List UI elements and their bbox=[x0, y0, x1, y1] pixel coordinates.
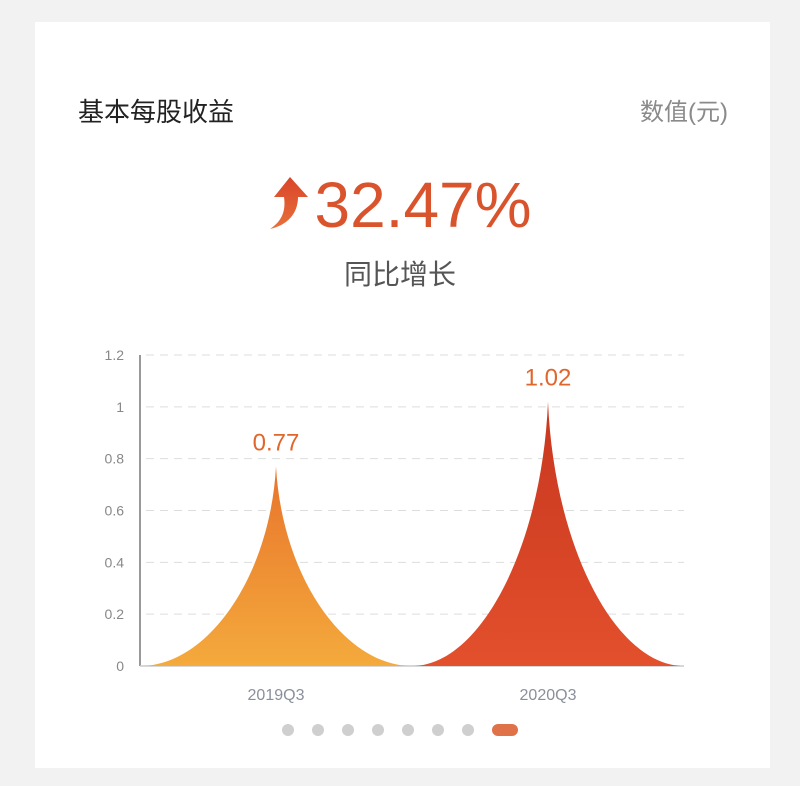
data-label: 0.77 bbox=[253, 429, 300, 456]
x-tick-label: 2019Q3 bbox=[248, 687, 305, 704]
pager-dot[interactable] bbox=[342, 724, 354, 736]
pager-dot[interactable] bbox=[402, 724, 414, 736]
y-tick-label: 0 bbox=[116, 658, 124, 674]
y-tick-label: 1 bbox=[116, 399, 124, 415]
x-tick-label: 2020Q3 bbox=[520, 687, 577, 704]
spike-2020Q3 bbox=[412, 401, 684, 666]
y-tick-label: 1.2 bbox=[105, 347, 125, 363]
data-label: 1.02 bbox=[525, 365, 572, 392]
growth-label: 同比增长 bbox=[343, 259, 456, 290]
pager-dot[interactable] bbox=[492, 724, 518, 736]
y-tick-label: 0.4 bbox=[105, 554, 125, 570]
card bbox=[35, 22, 770, 768]
pager-dot[interactable] bbox=[312, 724, 324, 736]
spike-2019Q3 bbox=[140, 466, 412, 666]
y-tick-label: 0.8 bbox=[105, 451, 125, 467]
growth-value: 32.47% bbox=[0, 168, 800, 242]
pager-dot[interactable] bbox=[462, 724, 474, 736]
growth-percent: 32.47% bbox=[314, 169, 532, 241]
unit-label: 数值(元) bbox=[640, 99, 728, 126]
pager-dot[interactable] bbox=[432, 724, 444, 736]
pager-dots bbox=[0, 724, 800, 736]
arrow-up-icon bbox=[270, 177, 309, 229]
y-tick-label: 0.2 bbox=[105, 606, 125, 622]
card-title: 基本每股收益 bbox=[78, 97, 235, 127]
pager-dot[interactable] bbox=[372, 724, 384, 736]
y-tick-label: 0.6 bbox=[105, 503, 125, 519]
pager-dot[interactable] bbox=[282, 724, 294, 736]
